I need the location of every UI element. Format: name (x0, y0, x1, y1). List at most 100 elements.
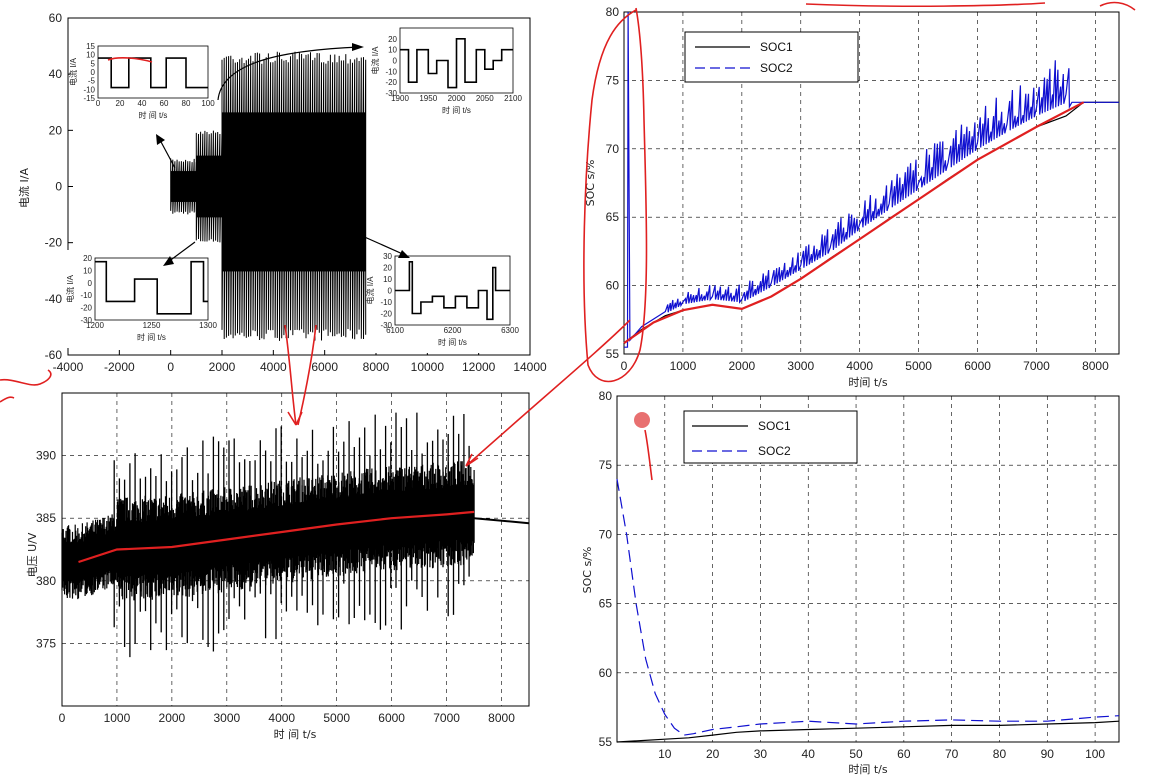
inset-y-tick-label: 0 (91, 68, 96, 77)
inset-x-tick-label: 100 (201, 99, 215, 108)
annotation-inset-mark (107, 57, 153, 63)
voltage-x-axis-label: 时 间 t/s (274, 728, 317, 741)
socf-series-soc2 (624, 11, 1119, 348)
inset-x-axis-label: 时 间 t/s (442, 105, 471, 115)
pen-cursor-dot (634, 412, 650, 428)
current-inset-b: 1900 1950 2000 2050 2100 20 10 0-10 -20 -30 时 间 t/… (370, 20, 522, 121)
current-signal-trace (170, 158, 197, 215)
inset-x-tick-label: 1300 (199, 321, 217, 330)
socf-x-tick-label: 5000 (905, 359, 932, 373)
inset-y-axis-label: 电流 I/A (370, 46, 380, 75)
socf-y-tick-label: 55 (606, 347, 620, 361)
socz-x-tick-label: 80 (993, 747, 1007, 761)
arrowhead-inset-a (156, 134, 165, 145)
voltage-x-tick-label: 7000 (433, 711, 460, 725)
inset-y-tick-label: -5 (88, 77, 96, 86)
socz-x-tick-label: 10 (658, 747, 672, 761)
arrow-inset-c (167, 241, 196, 263)
inset-y-tick-label: -10 (83, 85, 95, 94)
soc-zoom-legend: SOC1 SOC2 (683, 410, 858, 464)
current-x-tick-label: 14000 (513, 360, 547, 374)
current-x-tick-label: 0 (167, 360, 174, 374)
voltage-y-tick-label: 380 (36, 574, 56, 588)
inset-x-tick-label: 40 (138, 99, 147, 108)
socz-y-tick-label: 70 (599, 527, 613, 541)
socz-series-soc2 (616, 478, 1120, 736)
current-signal-trace (195, 130, 223, 243)
voltage-chart: 390 385 380 375 0 1000 2000 3000 4000 5000 6000 70… (26, 392, 530, 741)
inset-backdrop (70, 38, 214, 126)
socz-y-tick-label: 80 (599, 389, 613, 403)
current-y-tick-label: -60 (45, 348, 63, 362)
current-x-tick-label: 8000 (363, 360, 390, 374)
socz-x-tick-label: 90 (1041, 747, 1055, 761)
inset-backdrop (372, 20, 519, 121)
soc-full-legend-soc1-label: SOC1 (760, 40, 793, 54)
inset-y-tick-label: -30 (380, 321, 392, 330)
inset-y-tick-label: 20 (83, 254, 92, 263)
annotation-top-right-stroke (1099, 1, 1136, 11)
current-inset-c: 1200 1250 1300 20 10 0 -10 -20 -30 时 间 t/s 电流 I/A (65, 250, 217, 348)
soc-full-y-ticks: 80 75 70 65 60 55 (606, 5, 620, 361)
inset-y-tick-label: 10 (383, 275, 392, 284)
current-x-tick-label: 6000 (311, 360, 338, 374)
current-y-tick-label: 60 (49, 11, 63, 25)
soc-zoom-grid (617, 395, 1119, 743)
socz-x-tick-label: 100 (1085, 747, 1105, 761)
socf-x-tick-label: 7000 (1023, 359, 1050, 373)
current-y-tick-label: 0 (55, 180, 62, 194)
inset-x-tick-label: 20 (116, 99, 125, 108)
current-x-tick-label: -2000 (104, 360, 135, 374)
socf-y-tick-label: 80 (606, 5, 620, 19)
voltage-y-tick-label: 375 (36, 636, 56, 650)
socz-x-tick-label: 20 (706, 747, 720, 761)
arrow-inset-a (159, 139, 176, 169)
arrow-inset-b (217, 46, 361, 101)
voltage-x-tick-label: 1000 (104, 711, 131, 725)
socz-y-tick-label: 60 (599, 666, 613, 680)
inset-x-tick-label: 1900 (391, 94, 409, 103)
soc-zoom-legend-soc1-label: SOC1 (758, 419, 791, 433)
socf-y-tick-label: 60 (606, 279, 620, 293)
soc-full-marks (623, 11, 1119, 348)
socf-y-tick-label: 65 (606, 210, 620, 224)
voltage-red-trend-annotation (78, 510, 475, 564)
inset-y-tick-label: -15 (83, 94, 95, 103)
current-x-ticks: -4000 -2000 0 2000 4000 6000 8000 10000 12000 140… (53, 350, 547, 374)
voltage-y-tick-label: 385 (36, 511, 56, 525)
current-x-tick-label: 10000 (411, 360, 445, 374)
inset-y-tick-label: 10 (86, 51, 95, 60)
current-y-tick-label: 20 (49, 123, 63, 137)
socz-y-tick-label: 65 (599, 597, 613, 611)
inset-y-tick-label: -20 (385, 78, 397, 87)
inset-x-tick-label: 2100 (504, 94, 522, 103)
current-marks (170, 51, 367, 341)
annotation-arrow-to-voltage (465, 319, 631, 467)
socz-x-tick-label: 40 (802, 747, 816, 761)
annotation-pen-stroke (644, 429, 653, 481)
inset-y-axis-label: 电流 I/A (65, 274, 75, 303)
socf-x-tick-label: 0 (621, 359, 628, 373)
annotation-circle-soc-start (583, 7, 648, 383)
inset-y-axis-label: 电流 I/A (68, 57, 78, 86)
current-y-tick-label: -20 (45, 236, 63, 250)
socf-y-tick-label: 75 (606, 73, 620, 87)
inset-y-tick-label: 15 (86, 42, 95, 51)
inset-x-tick-label: 6300 (501, 326, 519, 335)
soc-full-x-axis-label: 时间 t/s (848, 376, 888, 389)
soc-zoom-legend-box (683, 410, 858, 464)
inset-y-tick-label: 20 (383, 264, 392, 273)
voltage-y-tick-label: 390 (36, 449, 56, 463)
soc-zoom-x-ticks: 10 20 30 40 50 60 70 80 90 100 (658, 747, 1105, 761)
annotation-left-squiggle (0, 369, 52, 386)
inset-y-tick-label: 30 (383, 252, 392, 261)
inset-y-tick-label: -10 (385, 67, 397, 76)
socz-x-tick-label: 30 (754, 747, 768, 761)
voltage-x-tick-label: 3000 (213, 711, 240, 725)
inset-y-tick-label: 10 (83, 266, 92, 275)
voltage-y-ticks: 390 385 380 375 (36, 449, 56, 651)
inset-frame (97, 45, 209, 99)
inset-x-tick-label: 6100 (386, 326, 404, 335)
